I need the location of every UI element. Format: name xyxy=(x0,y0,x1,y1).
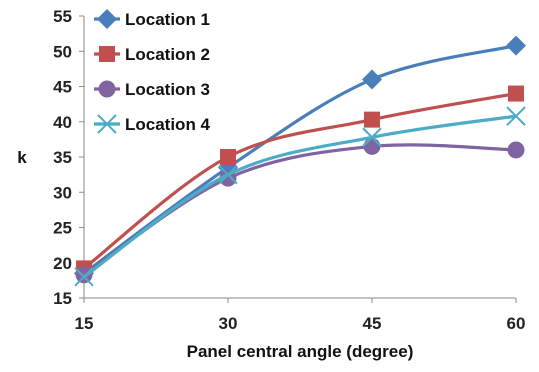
x-marker-stroke xyxy=(362,127,382,147)
data-point xyxy=(362,127,382,147)
data-point xyxy=(506,106,526,126)
legend-label: Location 2 xyxy=(125,45,210,64)
data-point xyxy=(220,149,236,165)
series-line xyxy=(82,44,518,275)
data-point xyxy=(506,35,526,56)
y-tick-label: 40 xyxy=(53,113,72,132)
x-marker-stroke xyxy=(97,114,117,134)
y-tick-label: 35 xyxy=(53,148,72,167)
legend-item-location-3: Location 3 xyxy=(94,80,210,99)
x-tick-label: 30 xyxy=(219,314,238,333)
data-point xyxy=(362,69,382,90)
x-tick-labels: 15 30 45 60 xyxy=(75,298,526,333)
legend-marker xyxy=(97,114,117,134)
y-tick-label: 25 xyxy=(53,219,72,238)
y-tick-label: 55 xyxy=(53,7,72,26)
x-marker-stroke xyxy=(74,267,94,287)
legend-label: Location 1 xyxy=(125,10,210,29)
data-point xyxy=(363,137,381,155)
x-axis-title: Panel central angle (degree) xyxy=(187,342,414,361)
y-tick-label: 50 xyxy=(53,42,72,61)
y-tick-label: 15 xyxy=(53,289,72,308)
legend-marker xyxy=(98,80,116,98)
y-tick-label: 45 xyxy=(53,78,72,97)
x-tick-label: 15 xyxy=(75,314,94,333)
series-location-3 xyxy=(75,137,525,284)
x-marker-stroke xyxy=(506,106,526,126)
x-tick-label: 45 xyxy=(363,314,382,333)
data-point xyxy=(74,267,94,287)
series-line xyxy=(82,114,518,279)
x-marker-stroke xyxy=(218,164,238,185)
legend-label: Location 3 xyxy=(125,80,210,99)
x-tick-label: 60 xyxy=(507,314,526,333)
y-tick-labels: 15 20 25 30 35 40 45 50 55 xyxy=(53,7,84,308)
data-point xyxy=(75,266,93,284)
y-tick-label: 30 xyxy=(53,183,72,202)
series-line xyxy=(82,143,518,277)
legend-item-location-1: Location 1 xyxy=(94,9,210,29)
series-location-1 xyxy=(74,35,526,284)
data-point xyxy=(364,111,380,128)
series-line xyxy=(82,91,518,270)
series-location-4 xyxy=(74,106,526,287)
data-point xyxy=(508,85,524,102)
legend-item-location-2: Location 2 xyxy=(94,45,210,64)
series-layer xyxy=(74,35,526,287)
legend-marker xyxy=(97,9,117,29)
legend: Location 1 Location 2 Location 3 Location 4 xyxy=(94,9,211,134)
legend-item-location-4: Location 4 xyxy=(94,114,211,134)
data-point xyxy=(507,141,525,159)
y-tick-label: 20 xyxy=(53,254,72,273)
legend-marker xyxy=(99,46,115,62)
data-point xyxy=(218,164,238,185)
y-axis-title: k xyxy=(17,148,27,167)
legend-label: Location 4 xyxy=(125,115,211,134)
